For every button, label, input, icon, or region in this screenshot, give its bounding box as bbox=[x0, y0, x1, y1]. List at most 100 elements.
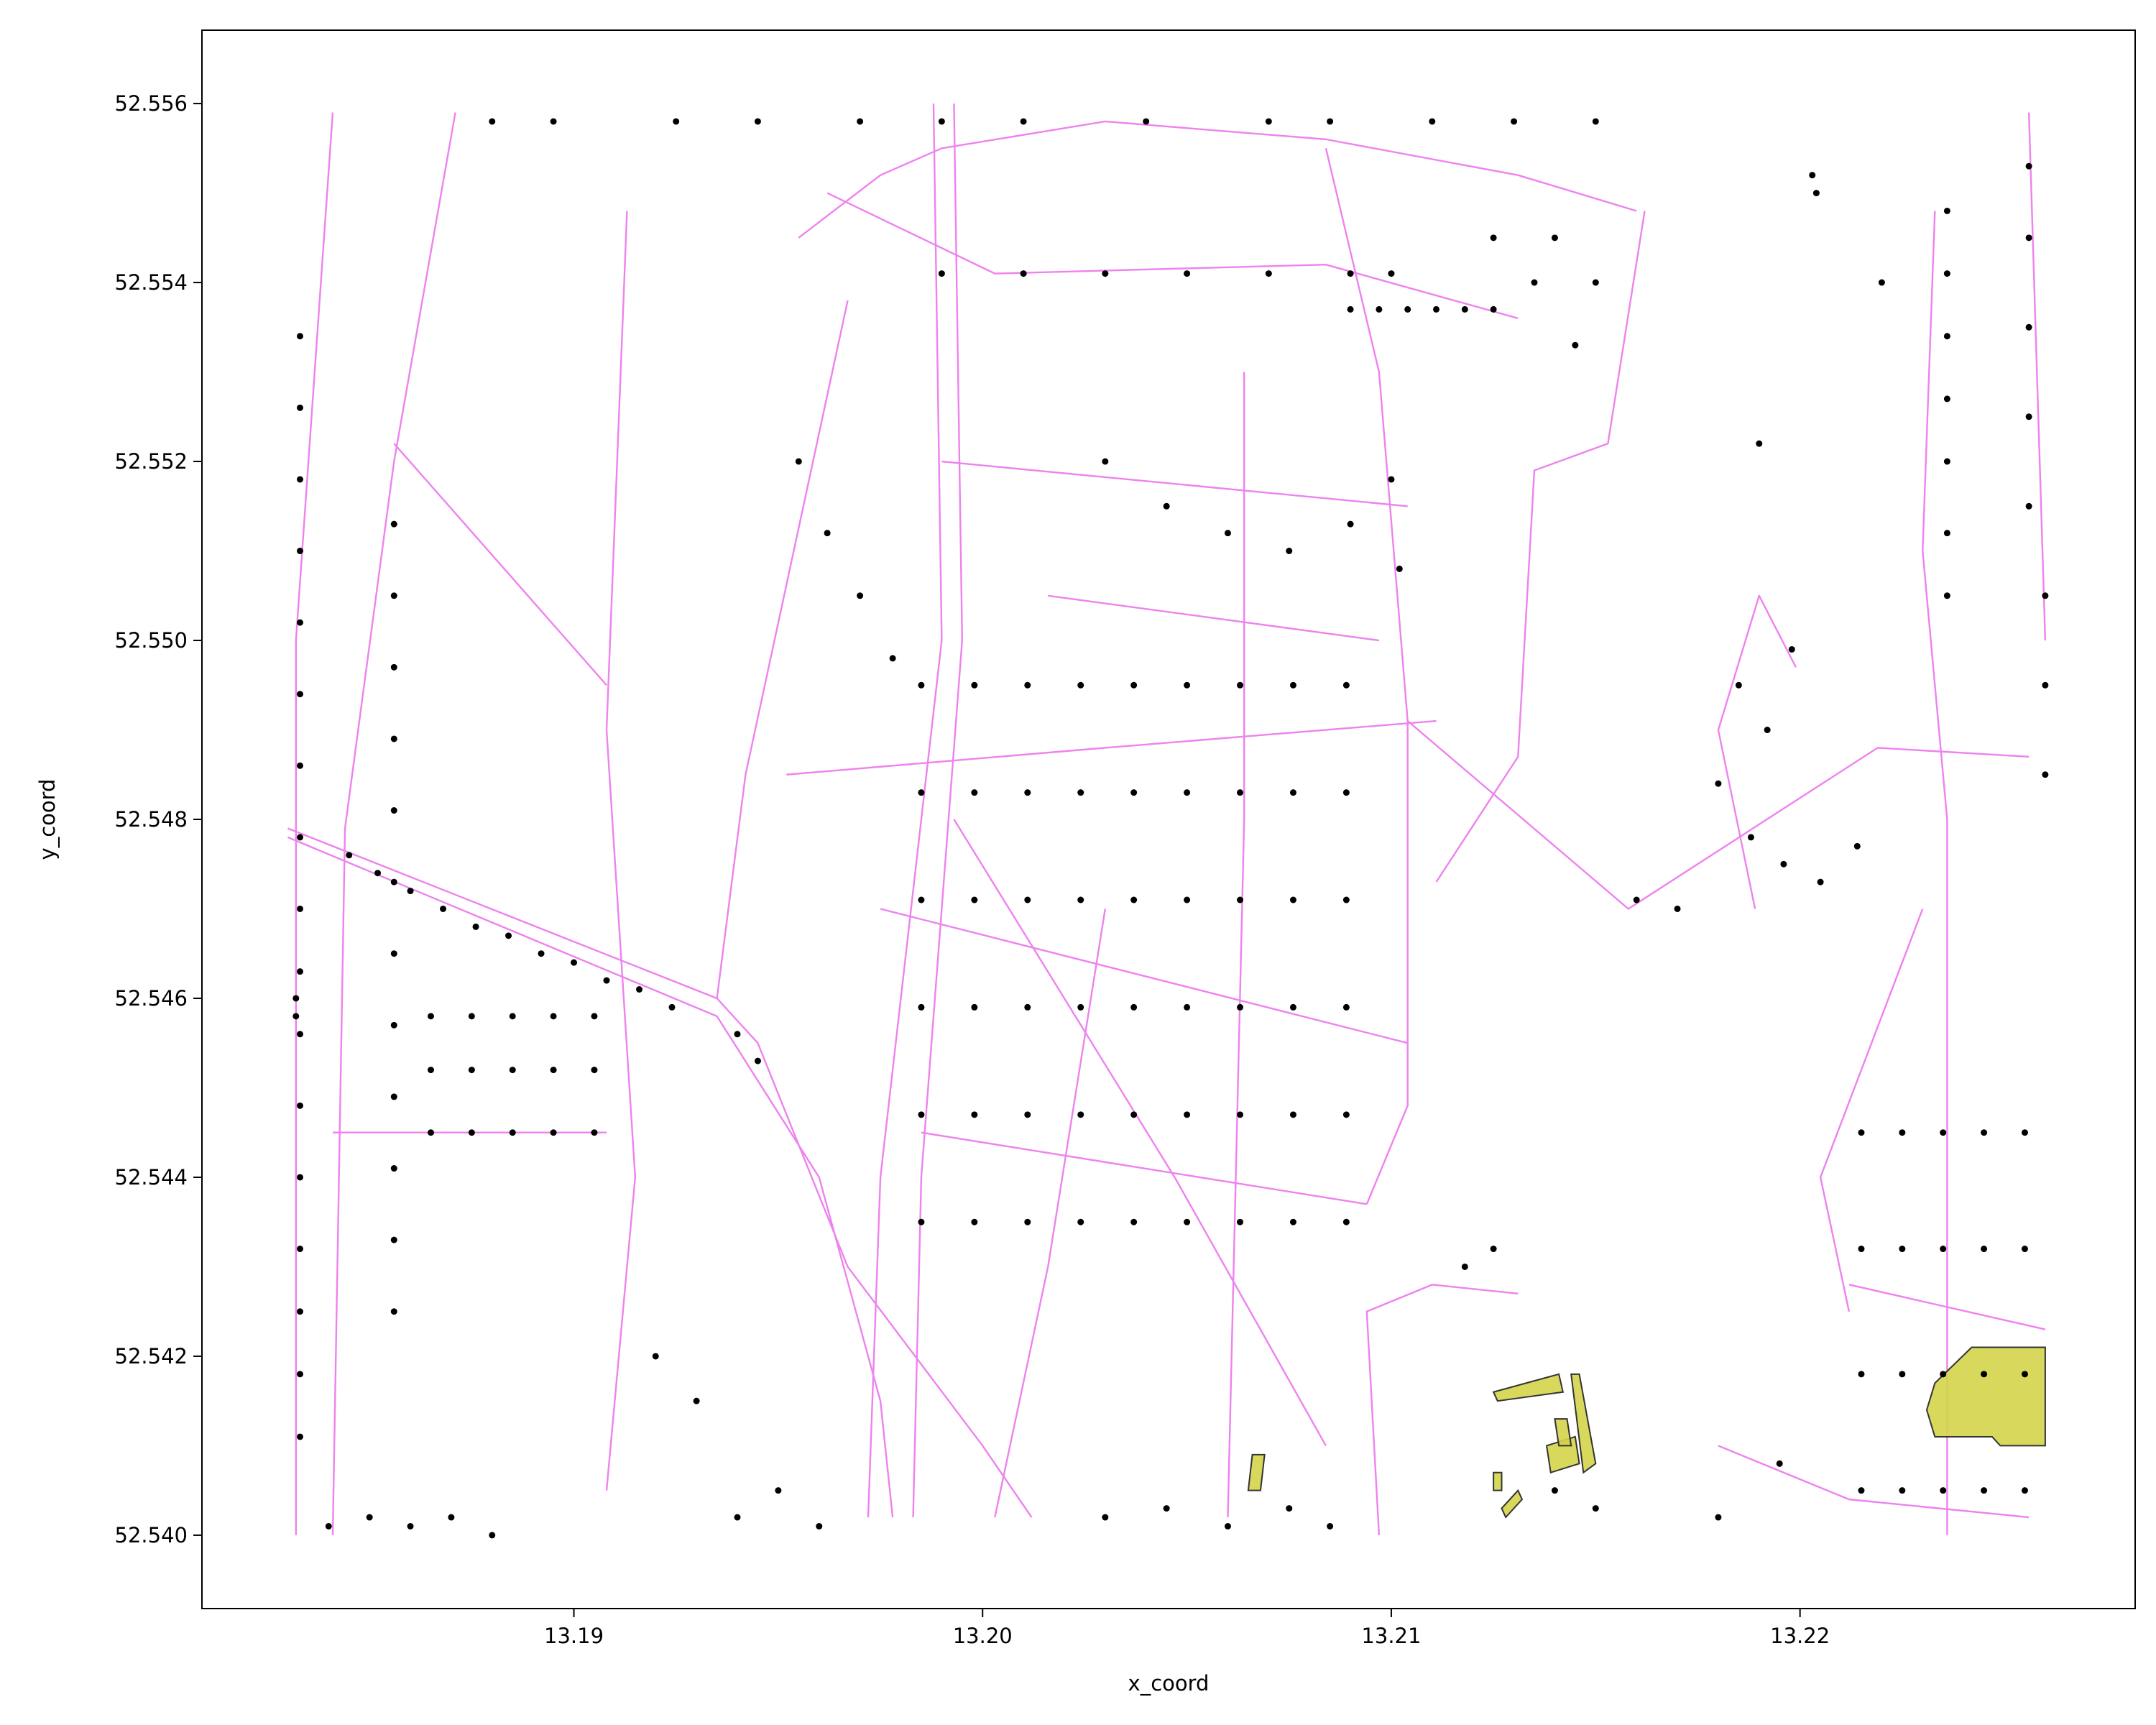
data-point bbox=[1396, 565, 1403, 572]
data-point bbox=[603, 977, 610, 984]
data-point bbox=[407, 1522, 414, 1530]
data-point bbox=[1858, 1371, 1865, 1378]
data-point bbox=[754, 1057, 761, 1064]
data-point bbox=[1342, 681, 1350, 689]
data-point bbox=[1163, 502, 1170, 510]
data-point bbox=[857, 592, 864, 599]
data-point bbox=[390, 1165, 397, 1172]
data-point bbox=[550, 1129, 557, 1136]
data-point bbox=[1224, 1522, 1231, 1530]
street-line bbox=[994, 908, 1107, 1518]
data-point bbox=[296, 1371, 303, 1378]
data-point bbox=[296, 691, 303, 698]
y-tick-label: 52.548 bbox=[115, 807, 188, 832]
data-point bbox=[1461, 305, 1468, 313]
data-point bbox=[2042, 771, 2049, 778]
data-point bbox=[1342, 1003, 1350, 1011]
street-line bbox=[605, 211, 637, 1491]
data-point bbox=[1404, 305, 1411, 313]
data-point bbox=[2021, 1129, 2028, 1136]
data-point bbox=[673, 118, 680, 125]
street-line bbox=[798, 120, 1637, 239]
data-point bbox=[918, 1111, 925, 1118]
data-point bbox=[509, 1067, 516, 1074]
street-line bbox=[1922, 211, 1948, 1535]
data-point bbox=[636, 986, 643, 993]
data-point bbox=[296, 968, 303, 975]
data-point bbox=[407, 888, 414, 895]
data-point bbox=[1981, 1246, 1988, 1253]
y-tick-label: 52.546 bbox=[115, 986, 188, 1011]
data-point bbox=[1347, 520, 1354, 528]
data-point bbox=[938, 270, 945, 277]
data-point bbox=[296, 834, 303, 841]
y-tick-label: 52.544 bbox=[115, 1165, 188, 1190]
data-point bbox=[1943, 270, 1950, 277]
data-point bbox=[857, 118, 864, 125]
street-line bbox=[941, 460, 1408, 507]
data-point bbox=[390, 878, 397, 886]
data-point bbox=[427, 1067, 434, 1074]
data-point bbox=[1633, 896, 1640, 903]
data-point bbox=[1858, 1246, 1865, 1253]
y-axis-label: y_coord bbox=[35, 779, 60, 860]
street-line bbox=[880, 908, 1408, 1044]
data-point bbox=[1237, 896, 1244, 903]
building-polygon bbox=[1501, 1489, 1524, 1519]
data-point bbox=[1858, 1487, 1865, 1494]
data-point bbox=[1130, 1218, 1138, 1225]
data-point bbox=[1715, 780, 1722, 787]
data-point bbox=[489, 1532, 496, 1539]
data-point bbox=[1853, 842, 1861, 850]
building-polygon bbox=[1493, 1471, 1503, 1491]
data-point bbox=[1184, 789, 1191, 796]
data-point bbox=[2042, 681, 2049, 689]
street-line bbox=[1819, 908, 1924, 1312]
data-point bbox=[538, 950, 545, 957]
street-line bbox=[1718, 1445, 2030, 1519]
data-point bbox=[2025, 413, 2032, 420]
data-point bbox=[591, 1013, 598, 1020]
data-point bbox=[2021, 1246, 2028, 1253]
data-point bbox=[1981, 1487, 1988, 1494]
street-line bbox=[1848, 1284, 2046, 1330]
data-point bbox=[427, 1013, 434, 1020]
y-tick-label: 52.552 bbox=[115, 449, 188, 474]
data-point bbox=[1878, 279, 1885, 286]
data-point bbox=[550, 1067, 557, 1074]
data-point bbox=[1433, 305, 1440, 313]
y-tick-label: 52.554 bbox=[115, 270, 188, 295]
street-line bbox=[826, 192, 1519, 320]
data-point bbox=[1184, 681, 1191, 689]
data-point bbox=[440, 905, 447, 912]
data-point bbox=[1289, 789, 1296, 796]
data-point bbox=[509, 1129, 516, 1136]
data-point bbox=[1940, 1246, 1947, 1253]
data-point bbox=[1788, 645, 1795, 653]
data-point bbox=[509, 1013, 516, 1020]
data-point bbox=[427, 1129, 434, 1136]
data-point bbox=[824, 530, 831, 537]
data-point bbox=[1289, 681, 1296, 689]
data-point bbox=[971, 789, 978, 796]
data-point bbox=[1077, 1003, 1084, 1011]
building-polygon bbox=[1554, 1418, 1572, 1447]
data-point bbox=[1812, 190, 1820, 197]
data-point bbox=[1289, 896, 1296, 903]
data-point bbox=[1735, 681, 1742, 689]
data-point bbox=[775, 1487, 782, 1494]
data-point bbox=[1265, 118, 1272, 125]
x-axis-label: x_coord bbox=[1128, 1671, 1210, 1696]
street-line bbox=[2027, 112, 2047, 641]
data-point bbox=[1531, 279, 1538, 286]
data-point bbox=[1809, 172, 1816, 179]
data-point bbox=[1981, 1129, 1988, 1136]
x-tick-label: 13.19 bbox=[544, 1624, 604, 1648]
x-tick-label: 13.21 bbox=[1361, 1624, 1421, 1648]
data-point bbox=[1747, 834, 1754, 841]
data-point bbox=[2025, 162, 2032, 170]
data-point bbox=[1940, 1129, 1947, 1136]
street-line bbox=[287, 836, 894, 1518]
building-polygon bbox=[1492, 1373, 1565, 1402]
